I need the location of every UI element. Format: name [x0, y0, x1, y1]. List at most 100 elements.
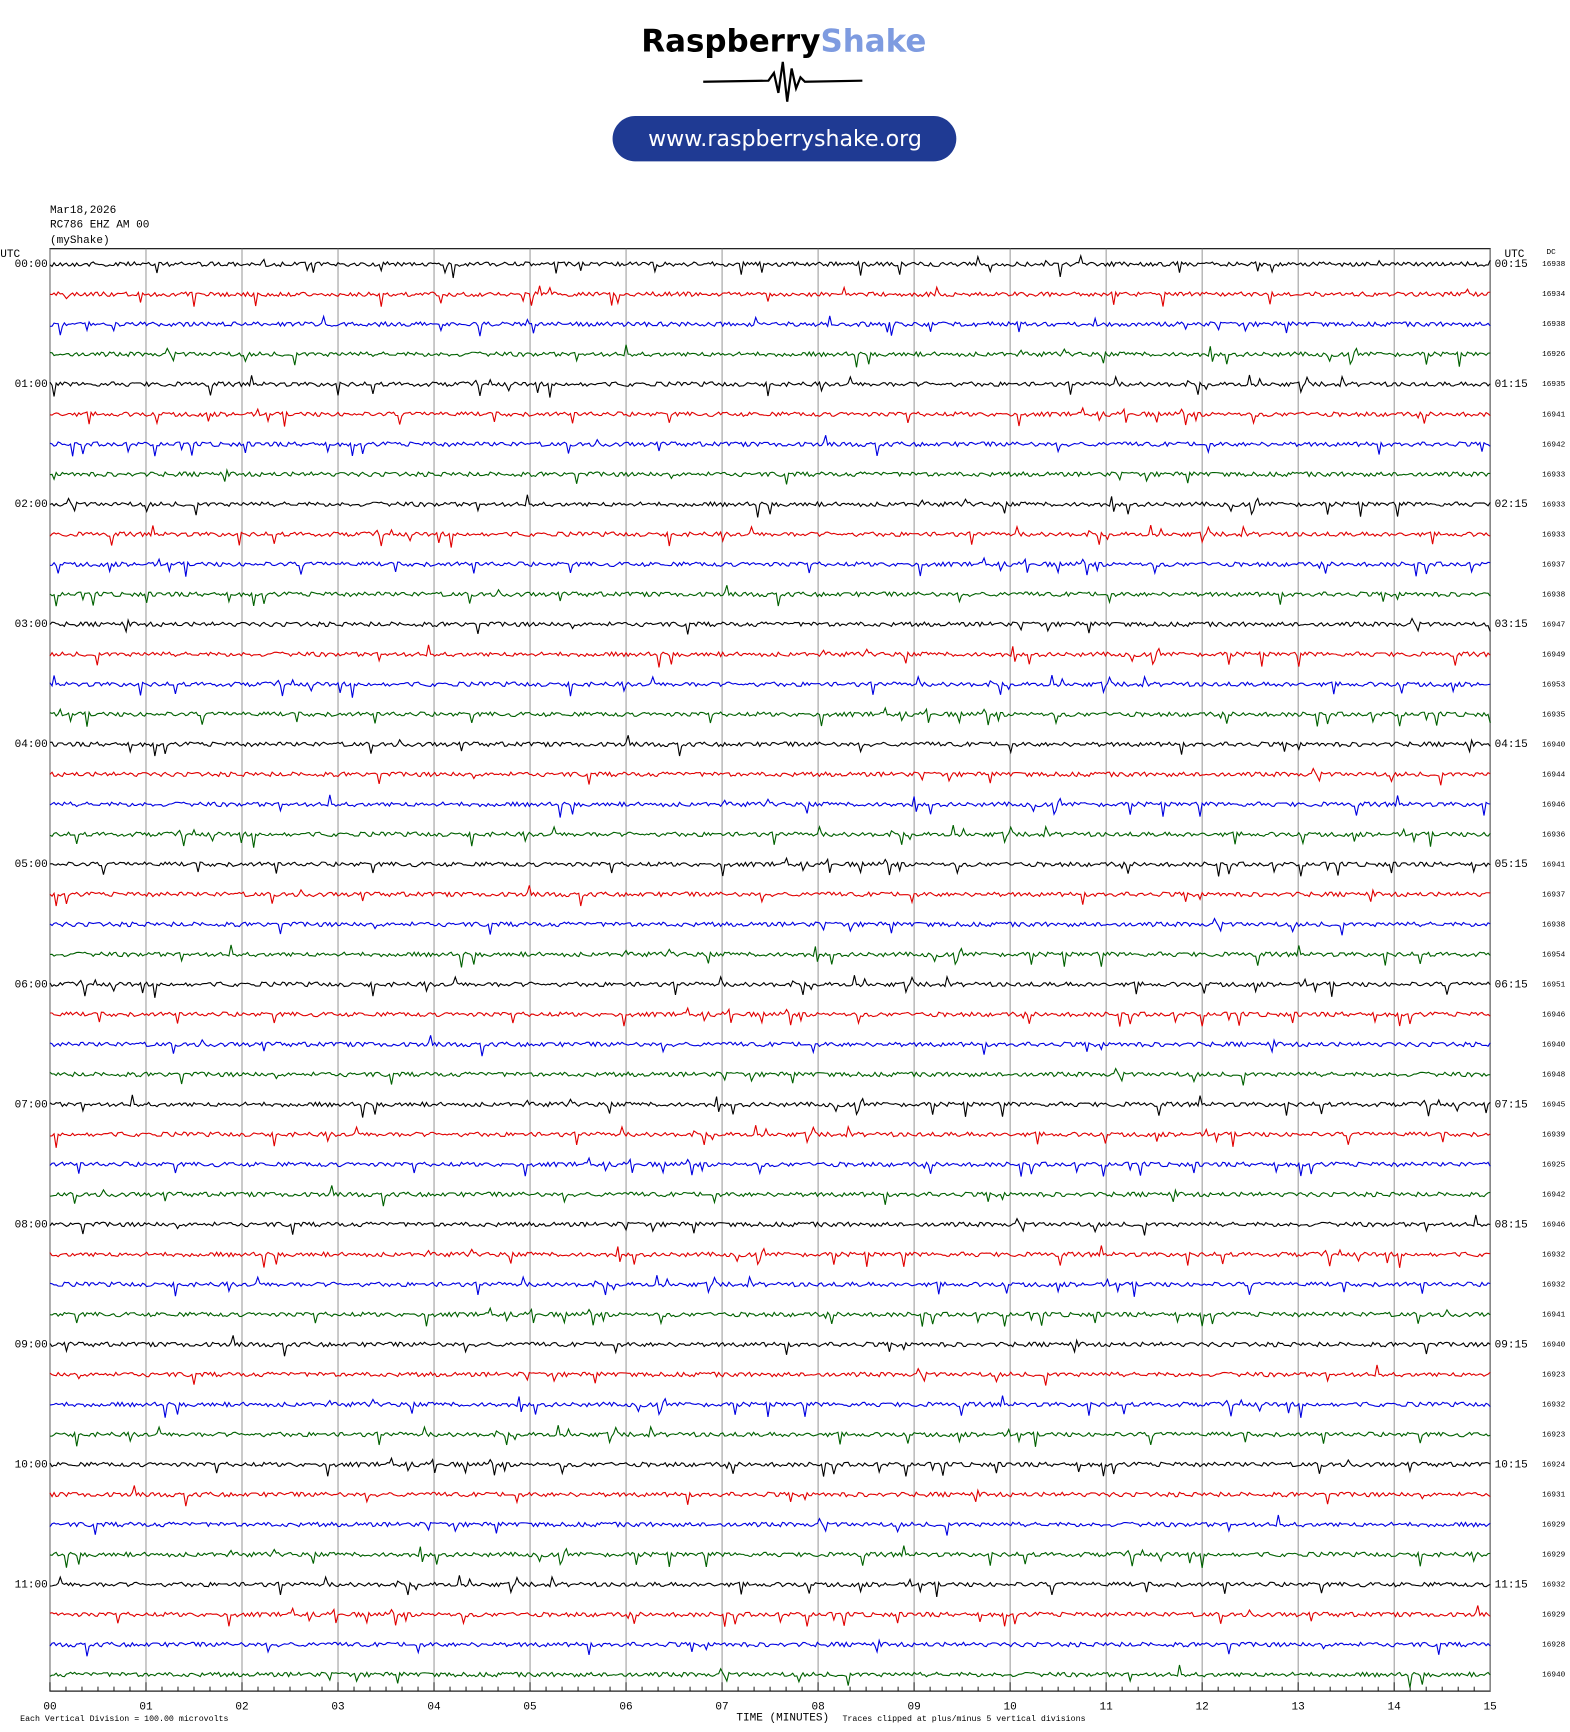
dc-value: 16946 [1542, 801, 1566, 809]
trace [49, 794, 1491, 818]
trace [49, 917, 1491, 936]
logo-word1: Raspberry [641, 24, 820, 60]
trace [49, 1485, 1491, 1507]
dc-value: 16935 [1542, 381, 1566, 389]
trace [49, 1514, 1491, 1536]
dc-value: 16933 [1542, 501, 1566, 509]
x-tick-label: 15 [1484, 1702, 1497, 1714]
dc-value: 16940 [1542, 1041, 1566, 1049]
trace [49, 1067, 1491, 1086]
dc-value: 16932 [1542, 1582, 1566, 1590]
trace [49, 974, 1491, 998]
trace [49, 1605, 1491, 1627]
dc-value: 16923 [1542, 1432, 1566, 1440]
trace [49, 1006, 1491, 1027]
hour-label-right: 02:15 [1495, 499, 1528, 511]
dc-value: 16940 [1542, 741, 1566, 749]
trace [49, 674, 1491, 698]
x-tick-label: 02 [235, 1702, 248, 1714]
dc-value: 16947 [1542, 621, 1566, 629]
dc-value: 16937 [1542, 891, 1566, 899]
trace [49, 524, 1491, 548]
x-tick-label: 08 [811, 1702, 824, 1714]
dc-value: 16924 [1542, 1462, 1566, 1470]
dc-value: 16953 [1542, 681, 1566, 689]
trace [49, 617, 1491, 635]
dc-value: 16940 [1542, 1672, 1566, 1680]
trace [49, 1214, 1491, 1236]
trace [49, 1456, 1491, 1477]
dc-value: 16937 [1542, 561, 1566, 569]
dc-value: 16946 [1542, 1221, 1566, 1229]
dc-value: 16925 [1542, 1161, 1566, 1169]
trace [49, 1275, 1491, 1297]
x-axis-title: TIME (MINUTES) [736, 1713, 829, 1725]
dc-value: 16938 [1542, 321, 1566, 329]
x-tick-label: 09 [907, 1702, 920, 1714]
hour-label-right: 06:15 [1495, 979, 1528, 991]
dc-value: 16951 [1542, 981, 1566, 989]
trace [49, 1124, 1491, 1148]
dc-value: 16945 [1542, 1101, 1566, 1109]
hour-label-right: 10:15 [1495, 1459, 1528, 1471]
dc-label: DC [1547, 249, 1557, 257]
url[interactable]: www.raspberryshake.org [648, 126, 922, 152]
dc-value: 16942 [1542, 441, 1566, 449]
trace [49, 885, 1491, 907]
trace [49, 767, 1491, 786]
dc-value: 16948 [1542, 1071, 1566, 1079]
hour-label-right: 00:15 [1495, 259, 1528, 271]
trace [49, 314, 1491, 337]
trace [49, 856, 1491, 877]
dc-value: 16938 [1542, 591, 1566, 599]
footer-left: Each Vertical Division = 100.00 microvol… [20, 1714, 228, 1724]
x-tick-label: 06 [619, 1702, 632, 1714]
hour-label-right: 07:15 [1495, 1099, 1528, 1111]
hour-label-left: 07:00 [15, 1099, 48, 1111]
trace [49, 1245, 1491, 1268]
footer-right: Traces clipped at plus/minus 5 vertical … [842, 1714, 1085, 1724]
dc-value: 16932 [1542, 1251, 1566, 1259]
dc-value: 16939 [1542, 1131, 1566, 1139]
dc-value: 16928 [1542, 1642, 1566, 1650]
trace [49, 435, 1491, 457]
x-tick-label: 14 [1388, 1702, 1402, 1714]
dc-value: 16935 [1542, 711, 1566, 719]
dc-value: 16938 [1542, 921, 1566, 929]
dc-value: 16933 [1542, 471, 1566, 479]
x-tick-label: 03 [331, 1702, 344, 1714]
trace [49, 406, 1491, 427]
trace [49, 1575, 1491, 1598]
hour-label-left: 10:00 [15, 1459, 48, 1471]
trace [49, 1395, 1491, 1418]
trace [49, 494, 1491, 518]
hour-label-right: 03:15 [1495, 619, 1528, 631]
logo-wave [703, 61, 863, 102]
trace [49, 344, 1491, 368]
dc-value: 16949 [1542, 651, 1566, 659]
x-tick-label: 11 [1099, 1702, 1113, 1714]
dc-value: 16936 [1542, 831, 1566, 839]
dc-value: 16946 [1542, 1011, 1566, 1019]
hour-label-left: 00:00 [15, 259, 48, 271]
utc-right: UTC [1505, 249, 1525, 261]
dc-value: 16941 [1542, 411, 1566, 419]
x-tick-label: 12 [1196, 1702, 1209, 1714]
trace [49, 585, 1491, 607]
dc-value: 16923 [1542, 1371, 1566, 1379]
url-pill[interactable] [612, 116, 957, 162]
x-tick-label: 05 [523, 1702, 536, 1714]
hour-label-right: 08:15 [1495, 1219, 1528, 1231]
trace [49, 253, 1491, 279]
utc-left: UTC [0, 249, 20, 261]
hour-label-left: 11:00 [15, 1579, 48, 1591]
trace [49, 285, 1491, 307]
hour-label-left: 05:00 [15, 859, 48, 871]
x-tick-label: 07 [715, 1702, 728, 1714]
trace [49, 1094, 1491, 1118]
trace [49, 1545, 1491, 1568]
x-tick-label: 01 [139, 1702, 153, 1714]
dc-value: 16941 [1542, 861, 1566, 869]
trace [49, 468, 1491, 485]
